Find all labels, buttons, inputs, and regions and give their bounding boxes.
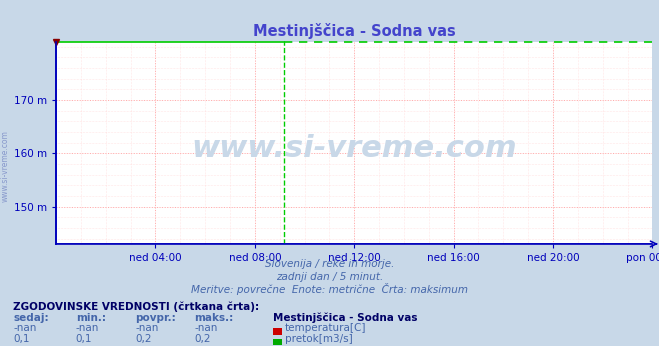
Text: zadnji dan / 5 minut.: zadnji dan / 5 minut. <box>276 272 383 282</box>
Text: 0,2: 0,2 <box>135 334 152 344</box>
Text: Mestinjščica - Sodna vas: Mestinjščica - Sodna vas <box>273 312 418 323</box>
Text: -nan: -nan <box>13 323 36 333</box>
Title: Mestinjščica - Sodna vas: Mestinjščica - Sodna vas <box>253 23 455 39</box>
Text: -nan: -nan <box>194 323 217 333</box>
Text: -nan: -nan <box>135 323 158 333</box>
Text: min.:: min.: <box>76 313 106 323</box>
Text: pretok[m3/s]: pretok[m3/s] <box>285 334 353 344</box>
Text: Slovenija / reke in morje.: Slovenija / reke in morje. <box>265 259 394 269</box>
Text: Meritve: povrečne  Enote: metrične  Črta: maksimum: Meritve: povrečne Enote: metrične Črta: … <box>191 283 468 295</box>
Text: povpr.:: povpr.: <box>135 313 176 323</box>
Text: 0,2: 0,2 <box>194 334 211 344</box>
Text: sedaj:: sedaj: <box>13 313 49 323</box>
Text: ZGODOVINSKE VREDNOSTI (črtkana črta):: ZGODOVINSKE VREDNOSTI (črtkana črta): <box>13 301 259 312</box>
Text: temperatura[C]: temperatura[C] <box>285 323 366 333</box>
Text: 0,1: 0,1 <box>13 334 30 344</box>
Text: 0,1: 0,1 <box>76 334 92 344</box>
Text: maks.:: maks.: <box>194 313 234 323</box>
Text: www.si-vreme.com: www.si-vreme.com <box>191 134 517 163</box>
Text: -nan: -nan <box>76 323 99 333</box>
Text: www.si-vreme.com: www.si-vreme.com <box>1 130 10 202</box>
